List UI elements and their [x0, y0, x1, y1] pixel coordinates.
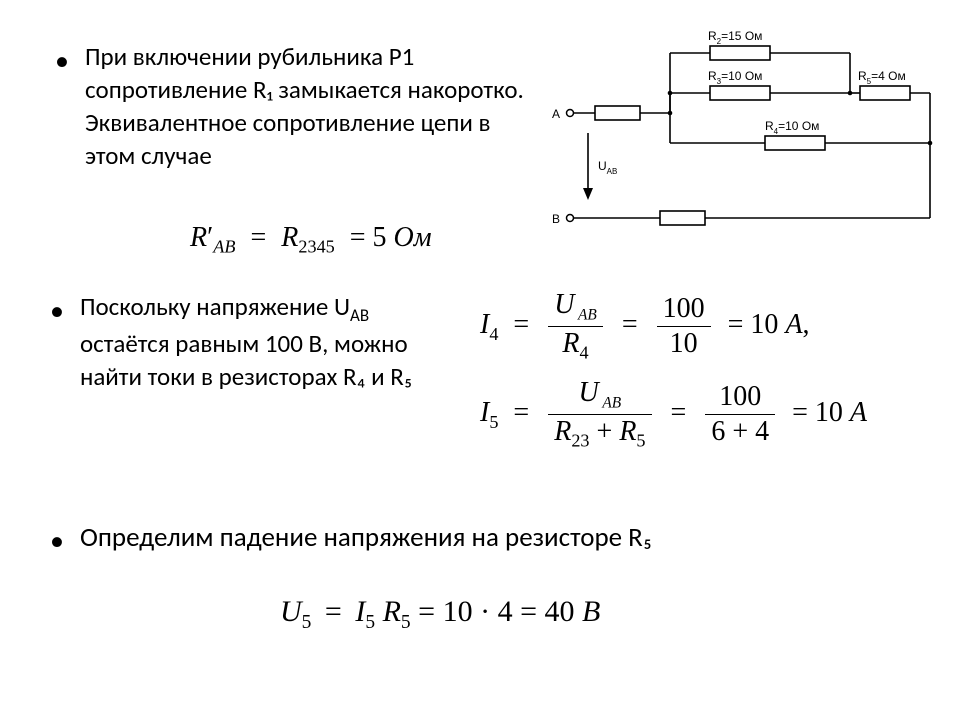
equation-i5: I5 = U AB R23 + R5 = 100 6 + 4 = 10 A	[480, 378, 867, 451]
eq2-comma: ,	[803, 309, 810, 340]
eq4-U: U	[280, 595, 302, 628]
bullet-2-text: Поскольку напряжение UAB остаётся равным…	[80, 290, 440, 393]
eq3-fr1-den-R2: R	[619, 416, 636, 447]
bullet-dot: •	[50, 526, 64, 557]
eq2-I: I	[480, 309, 489, 340]
eq2-fr2-den: 10	[657, 327, 711, 359]
bullet-3: • Определим падение напряжения на резист…	[50, 520, 900, 557]
equation-i4: I4 = U AB R4 = 100 10 = 10 A,	[480, 290, 810, 363]
eq2-unit: A	[785, 309, 802, 340]
eq3-fr1-num-sub: AB	[602, 395, 621, 412]
bullet-2-sub: AB	[350, 305, 369, 326]
eq1-unit: Ом	[387, 222, 432, 253]
eq3-I-sub: 5	[489, 412, 498, 432]
eq1-R: R	[190, 222, 207, 253]
eq4-calc: = 10 · 4 = 40	[418, 595, 582, 628]
eq3-frac1: U AB R23 + R5	[548, 378, 651, 451]
eq4-unit: В	[582, 595, 600, 628]
bullet-3-text: Определим падение напряжения на резистор…	[80, 520, 652, 556]
bullet-dot: •	[50, 296, 64, 327]
eq4-I-sub: 5	[365, 612, 375, 633]
eq3-eq1: =	[513, 397, 529, 428]
label-B: B	[552, 212, 560, 226]
eq4-R-sub: 5	[401, 612, 411, 633]
eq2-I-sub: 4	[489, 324, 498, 344]
eq3-eq2: =	[671, 397, 687, 428]
label-R2: R2=15 Ом	[708, 29, 762, 46]
eq2-eq2: =	[622, 309, 638, 340]
eq1-val: = 5	[350, 222, 387, 253]
eq2-eq1: =	[513, 309, 529, 340]
bullet-2-pre: Поскольку напряжение U	[80, 291, 350, 322]
label-R3: R3=10 Ом	[708, 69, 762, 86]
label-R4: R4=10 Ом	[765, 119, 819, 136]
eq2-fr1-den-R: R	[562, 328, 579, 359]
equation-rab: R′AB = R2345 = 5 Ом	[190, 222, 432, 258]
label-A: A	[552, 107, 560, 121]
eq3-fr1-plus: +	[590, 416, 620, 447]
eq2-frac1: U AB R4	[548, 290, 603, 363]
eq2-fr1-num-sub: AB	[578, 307, 597, 324]
circuit-diagram: A B UAB R2=15 Ом R3=10 Ом R5=4 Ом R4=10 …	[540, 18, 940, 238]
eq1-R2: R	[281, 222, 298, 253]
label-R5: R5=4 Ом	[858, 69, 906, 86]
eq1-sub-ab: AB	[213, 237, 235, 257]
eq4-I: I	[355, 595, 365, 628]
eq2-fr1-num-U: U	[554, 289, 574, 320]
eq1-eq1: =	[250, 222, 266, 253]
equation-u5: U5 = I5 R5 = 10 · 4 = 40 В	[280, 595, 600, 634]
bullet-1: • При включении рубильника Р1 сопротивле…	[55, 40, 530, 172]
eq3-fr1-num-U: U	[579, 377, 599, 408]
bullet-1-text: При включении рубильника Р1 сопротивлени…	[85, 40, 530, 172]
eq3-frac2: 100 6 + 4	[705, 382, 775, 447]
eq3-fr2-num: 100	[705, 382, 775, 415]
eq2-res: = 10	[728, 309, 786, 340]
eq3-unit: A	[850, 397, 867, 428]
label-UAB: UAB	[598, 159, 617, 176]
eq3-fr1-den-sub2: 5	[636, 431, 645, 451]
eq3-res: = 10	[792, 397, 850, 428]
eq2-frac2: 100 10	[657, 294, 711, 359]
eq4-U-sub: 5	[302, 612, 312, 633]
eq2-fr2-num: 100	[657, 294, 711, 327]
eq3-fr1-den-R1: R	[554, 416, 571, 447]
eq3-fr1-den-sub1: 23	[571, 431, 589, 451]
eq2-fr1-den-sub: 4	[580, 343, 589, 363]
bullet-2: • Поскольку напряжение UAB остаётся равн…	[50, 290, 440, 393]
eq4-R: R	[383, 595, 401, 628]
bullet-dot: •	[55, 46, 69, 77]
eq4-eq: =	[325, 595, 349, 628]
eq3-fr2-den: 6 + 4	[705, 415, 775, 447]
eq1-sub-2345: 2345	[298, 237, 334, 257]
eq3-I: I	[480, 397, 489, 428]
bullet-2-post: остаётся равным 100 В, можно найти токи …	[80, 328, 412, 392]
